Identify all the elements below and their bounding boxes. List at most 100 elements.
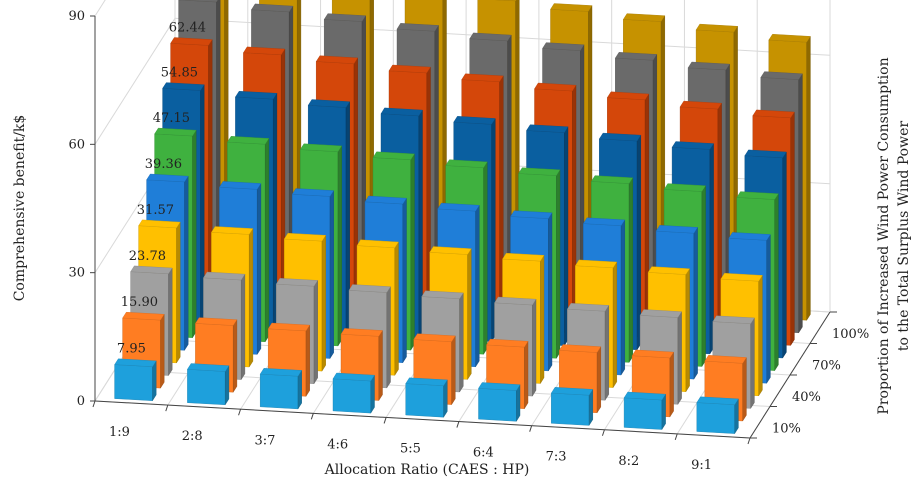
bar-top-face [364,195,407,205]
bar-top-face [744,149,787,159]
bar-top-face [720,272,763,282]
bar-top-face [574,259,618,269]
bar-side-face [152,360,157,402]
data-label: 39.36 [145,157,182,172]
bar-side-face [685,268,690,393]
bar-side-face [459,292,464,393]
bar-front-face [332,378,371,414]
bar-top-face [768,33,811,43]
bar-top-face [696,396,739,405]
bar [623,391,666,431]
bar-side-face [297,369,302,410]
bar-side-face [677,311,682,405]
bar-side-face [620,219,625,376]
x-tick-mark [674,433,678,441]
bar-top-face [429,246,472,255]
bar-front-face [478,388,517,422]
depth-tick-label: 100% [832,327,869,342]
y-tick-label: 30 [68,266,85,281]
bar-side-face [160,313,165,389]
x-tick-label: 3:7 [254,433,275,448]
bar-top-face [421,290,464,299]
depth-tick-label: 70% [812,358,841,373]
bar-top-face [138,219,181,229]
bar-side-face [790,111,795,347]
bar-top-face [614,52,658,61]
bar-top-face [495,0,517,2]
bar-front-face [623,397,663,430]
depth-tick-label: 10% [772,421,801,436]
x-tick-mark [456,421,460,428]
bar-side-face [750,317,755,410]
bar-top-face [494,296,537,306]
bar-side-face [540,254,545,385]
bar-top-face [211,226,254,235]
bar-side-face [524,340,529,410]
bar-top-face [622,13,666,22]
bar [332,372,375,414]
bar-top-face [687,61,730,71]
bar [550,387,594,427]
bar-side-face [305,324,310,397]
bar-side-face [604,304,609,401]
bar-side-face [192,129,197,339]
bar [478,382,521,423]
x-tick-mark [310,413,314,420]
bar-top-face [356,239,399,249]
data-label: 47.15 [153,111,190,126]
bar-side-face [774,193,779,372]
bar-side-face [701,185,706,368]
x-tick-label: 5:5 [400,442,421,457]
bar-top-face [550,3,593,12]
bar-front-face [114,364,153,401]
bar-top-face [639,309,682,318]
bar-top-face [598,132,642,142]
bar-side-face [742,356,747,422]
bar-side-face [248,227,254,368]
bar-side-face [232,319,238,393]
bar-top-face [267,322,311,332]
bar-top-face [655,225,698,234]
bar-top-face [114,358,157,367]
bar-side-face [378,329,383,402]
bar-top-face [478,382,521,391]
bar-top-face [623,391,666,401]
bar-top-face [380,107,423,117]
bar-top-face [162,82,205,91]
bar-side-face [402,197,407,364]
bar-top-face [606,91,650,101]
bar-top-face [315,55,359,64]
data-label: 54.85 [161,66,198,81]
x-tick-label: 8:2 [618,454,639,469]
depth-axis-title-line2: to the Total Surplus Wind Power [896,121,912,351]
bar-top-face [704,355,747,364]
bar-top-face [752,109,795,119]
bar-top-face [486,338,529,348]
x-tick-mark [165,404,169,412]
depth-tick-label: 40% [792,390,821,405]
bar-top-face [647,266,690,275]
bar-top-face [413,333,456,342]
bar-top-face [526,124,569,133]
bar-top-face [187,363,230,372]
bar-side-face [532,298,537,397]
bar-top-face [259,368,303,377]
bar-top-face [307,99,351,108]
bar-top-face [437,202,480,212]
y-tick-label: 60 [68,137,85,152]
bar-side-face [321,234,326,372]
bar-top-face [283,232,327,242]
bar-side-face [669,351,674,418]
bar-side-face [516,383,521,423]
bar-top-face [203,271,246,281]
bar-top-face [388,64,431,74]
bar-top-face [663,183,706,192]
bar-side-face [176,221,181,364]
bar-top-face [566,303,610,312]
x-tick-label: 6:4 [473,446,494,461]
bar-top-face [170,37,213,46]
bar-top-face [122,311,165,321]
x-tick-label: 7:3 [546,450,567,465]
bar-top-face [518,167,561,176]
